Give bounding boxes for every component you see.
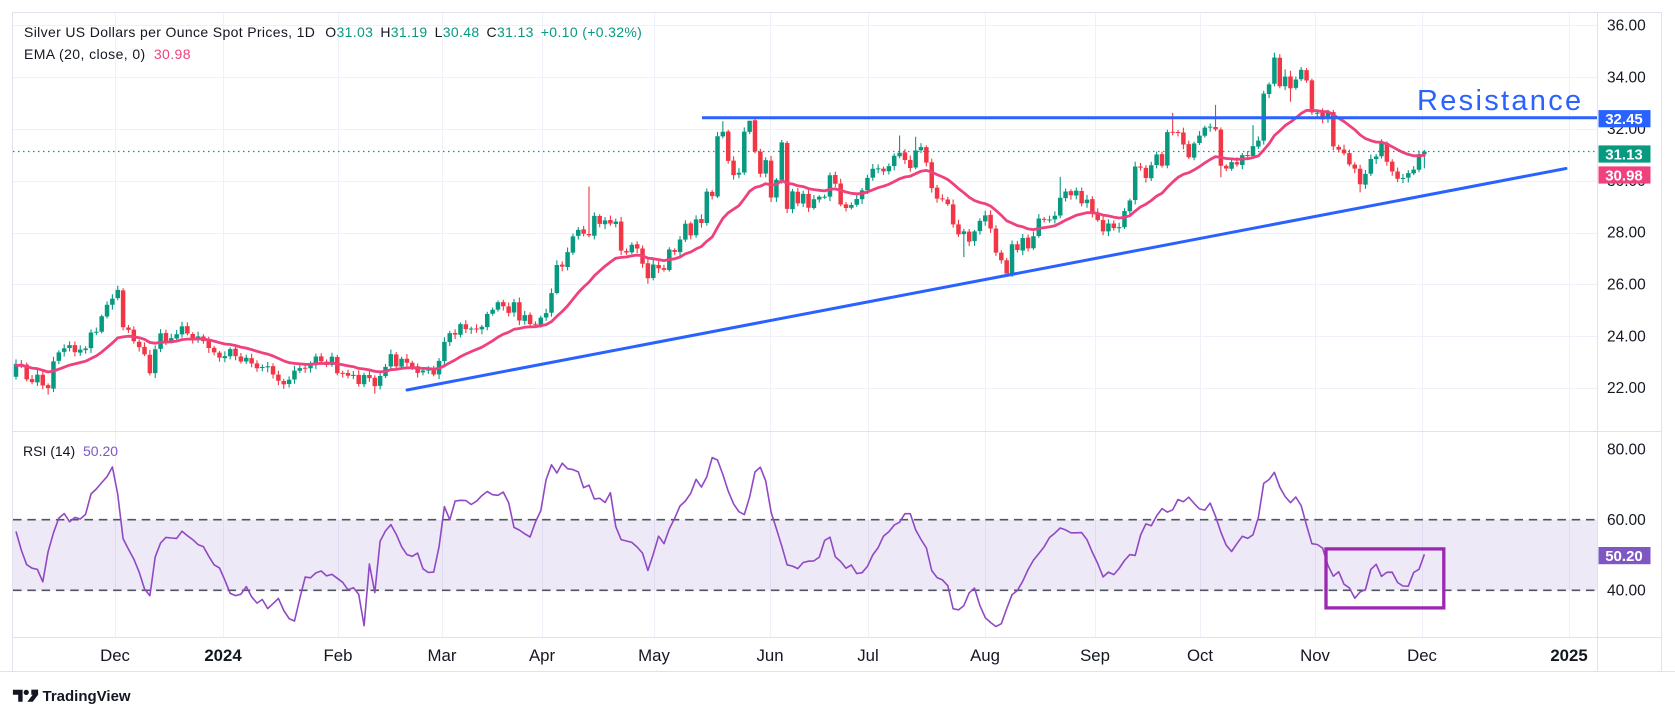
svg-text:TradingView: TradingView (43, 688, 131, 705)
svg-text:2025: 2025 (1550, 646, 1587, 665)
svg-text:Sep: Sep (1080, 646, 1110, 665)
svg-text:Dec: Dec (100, 646, 130, 665)
svg-text:Feb: Feb (324, 646, 353, 665)
svg-text:2024: 2024 (204, 646, 242, 665)
svg-text:Nov: Nov (1300, 646, 1330, 665)
svg-text:Resistance: Resistance (1417, 85, 1583, 117)
svg-text:32.45: 32.45 (1605, 111, 1643, 128)
svg-text:22.00: 22.00 (1607, 380, 1646, 397)
svg-text:May: May (638, 646, 670, 665)
svg-text:24.00: 24.00 (1607, 328, 1646, 345)
svg-text:Jun: Jun (756, 646, 783, 665)
svg-text:50.20: 50.20 (1605, 548, 1643, 565)
svg-text:Jul: Jul (857, 646, 878, 665)
svg-text:36.00: 36.00 (1607, 18, 1646, 35)
svg-text:40.00: 40.00 (1607, 583, 1646, 600)
svg-text:Aug: Aug (970, 646, 1000, 665)
svg-text:34.00: 34.00 (1607, 69, 1646, 86)
svg-text:80.00: 80.00 (1607, 441, 1646, 458)
svg-text:Mar: Mar (428, 646, 457, 665)
svg-text:Dec: Dec (1407, 646, 1437, 665)
svg-text:Apr: Apr (529, 646, 556, 665)
svg-text:60.00: 60.00 (1607, 512, 1646, 529)
svg-text:EMA (20, close, 0) 30.98: EMA (20, close, 0) 30.98 (24, 46, 191, 62)
svg-text:Silver US Dollars per Ounce Sp: Silver US Dollars per Ounce Spot Prices,… (24, 24, 642, 40)
svg-text:RSI (14) 50.20: RSI (14) 50.20 (23, 443, 118, 459)
svg-text:30.98: 30.98 (1605, 167, 1643, 184)
svg-text:26.00: 26.00 (1607, 277, 1646, 294)
svg-text:28.00: 28.00 (1607, 225, 1646, 242)
svg-text:31.13: 31.13 (1605, 146, 1643, 163)
svg-text:Oct: Oct (1187, 646, 1213, 665)
